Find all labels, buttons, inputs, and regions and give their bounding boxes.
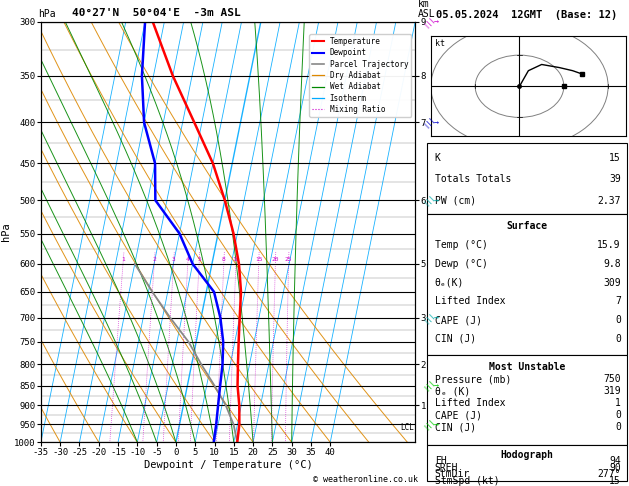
Legend: Temperature, Dewpoint, Parcel Trajectory, Dry Adiabat, Wet Adiabat, Isotherm, Mi: Temperature, Dewpoint, Parcel Trajectory… — [309, 34, 411, 117]
Text: SREH: SREH — [435, 463, 459, 473]
Text: →: → — [434, 118, 439, 127]
Text: CIN (J): CIN (J) — [435, 422, 476, 432]
Text: 1: 1 — [121, 257, 125, 262]
Text: 3: 3 — [172, 257, 175, 262]
Text: 319: 319 — [603, 386, 621, 396]
Text: 40°27'N  50°04'E  -3m ASL: 40°27'N 50°04'E -3m ASL — [72, 8, 241, 18]
Text: Lifted Index: Lifted Index — [435, 296, 505, 306]
Y-axis label: hPa: hPa — [1, 223, 11, 242]
Text: Lifted Index: Lifted Index — [435, 398, 505, 408]
Bar — [426, 355, 627, 445]
Text: Hodograph: Hodograph — [500, 450, 554, 460]
Text: 15: 15 — [609, 476, 621, 486]
Text: Dewp (°C): Dewp (°C) — [435, 259, 487, 269]
Text: Pressure (mb): Pressure (mb) — [435, 374, 511, 384]
Text: Totals Totals: Totals Totals — [435, 174, 511, 185]
Text: 4: 4 — [186, 257, 190, 262]
Text: 309: 309 — [603, 278, 621, 288]
Text: PW (cm): PW (cm) — [435, 196, 476, 206]
Text: kt: kt — [435, 39, 445, 48]
Text: 5: 5 — [198, 257, 201, 262]
Text: 15: 15 — [609, 153, 621, 163]
Bar — [426, 143, 627, 214]
Text: 0: 0 — [615, 315, 621, 325]
Text: km
ASL: km ASL — [418, 0, 436, 19]
Text: CAPE (J): CAPE (J) — [435, 315, 482, 325]
Text: Most Unstable: Most Unstable — [489, 362, 565, 372]
Text: 9.8: 9.8 — [603, 259, 621, 269]
Text: 90: 90 — [609, 463, 621, 473]
Text: CAPE (J): CAPE (J) — [435, 410, 482, 420]
Text: hPa: hPa — [38, 9, 55, 19]
Text: 05.05.2024  12GMT  (Base: 12): 05.05.2024 12GMT (Base: 12) — [436, 10, 618, 20]
Text: →: → — [434, 313, 439, 322]
Text: EH: EH — [435, 456, 447, 466]
Text: 20: 20 — [272, 257, 279, 262]
Text: 7: 7 — [615, 296, 621, 306]
Text: 2.37: 2.37 — [598, 196, 621, 206]
Text: |||: ||| — [423, 193, 437, 207]
Text: |||: ||| — [423, 311, 437, 325]
Text: →: → — [434, 196, 439, 205]
Text: 0: 0 — [615, 422, 621, 432]
Bar — [426, 214, 627, 355]
Text: K: K — [435, 153, 441, 163]
Text: 0: 0 — [615, 410, 621, 420]
Text: →: → — [434, 420, 439, 429]
Text: Temp (°C): Temp (°C) — [435, 240, 487, 250]
Text: StmSpd (kt): StmSpd (kt) — [435, 476, 499, 486]
Text: 750: 750 — [603, 374, 621, 384]
X-axis label: Dewpoint / Temperature (°C): Dewpoint / Temperature (°C) — [143, 460, 313, 469]
Text: 8: 8 — [222, 257, 226, 262]
Text: |||: ||| — [423, 115, 437, 129]
Text: © weatheronline.co.uk: © weatheronline.co.uk — [313, 474, 418, 484]
Text: 1: 1 — [615, 398, 621, 408]
Text: 15.9: 15.9 — [598, 240, 621, 250]
Text: Surface: Surface — [506, 221, 547, 231]
Text: 10: 10 — [232, 257, 240, 262]
Text: StmDir: StmDir — [435, 469, 470, 479]
Bar — [426, 445, 627, 481]
Y-axis label: Mixing Ratio (g/kg): Mixing Ratio (g/kg) — [429, 176, 439, 288]
Text: θₑ (K): θₑ (K) — [435, 386, 470, 396]
Text: LCL: LCL — [400, 423, 414, 432]
Text: 15: 15 — [255, 257, 262, 262]
Text: |||: ||| — [423, 417, 437, 432]
Text: 25: 25 — [285, 257, 292, 262]
Text: 94: 94 — [609, 456, 621, 466]
Text: |||: ||| — [423, 379, 437, 393]
Text: |||: ||| — [423, 15, 437, 29]
Text: 0: 0 — [615, 334, 621, 344]
Text: 277°: 277° — [598, 469, 621, 479]
Text: →: → — [434, 381, 439, 390]
Text: →: → — [434, 17, 439, 26]
Text: θₑ(K): θₑ(K) — [435, 278, 464, 288]
Text: CIN (J): CIN (J) — [435, 334, 476, 344]
Text: 39: 39 — [609, 174, 621, 185]
Text: 2: 2 — [152, 257, 156, 262]
